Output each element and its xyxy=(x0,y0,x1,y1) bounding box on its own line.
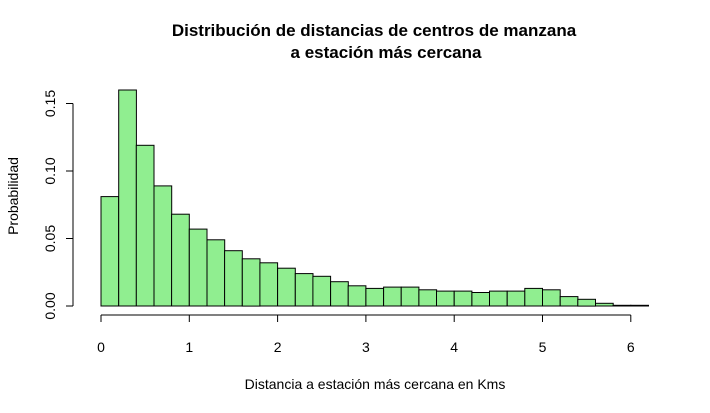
x-axis: 0 1 2 3 4 5 6 xyxy=(97,314,635,355)
y-tick-label: 0.15 xyxy=(42,90,58,117)
x-tick-label: 5 xyxy=(539,339,547,355)
histogram-bar xyxy=(206,239,226,307)
histogram-bar xyxy=(542,289,561,307)
histogram-bar xyxy=(559,296,579,307)
histogram-bar xyxy=(365,287,385,307)
histogram-bar xyxy=(294,273,314,307)
x-tick-label: 3 xyxy=(362,339,370,355)
y-tick-label: 0.00 xyxy=(42,292,58,319)
histogram-bar xyxy=(612,304,632,307)
histogram-bar xyxy=(524,287,543,307)
histogram-bar xyxy=(577,298,596,307)
histogram-bar xyxy=(330,281,349,307)
histogram-bar xyxy=(383,286,402,307)
histogram-bar xyxy=(171,213,190,307)
histogram-bar xyxy=(118,89,137,307)
histogram-bar xyxy=(471,292,491,307)
x-tick-label: 0 xyxy=(97,339,105,355)
y-tick-label: 0.10 xyxy=(42,157,58,184)
x-axis-label: Distancia a estación más cercana en Kms xyxy=(245,376,506,392)
histogram-bar xyxy=(100,196,120,307)
histogram-bar xyxy=(506,290,526,307)
y-tick-label: 0.05 xyxy=(42,225,58,252)
x-tick-label: 2 xyxy=(274,339,282,355)
histogram-bar xyxy=(347,285,367,307)
y-axis-label: Probabilidad xyxy=(5,157,21,235)
histogram-bar xyxy=(312,275,332,307)
histogram-bar xyxy=(489,290,508,307)
histogram-bar xyxy=(188,228,208,307)
histogram-bar xyxy=(135,144,155,307)
histogram-bar xyxy=(400,286,420,307)
histogram-bar xyxy=(224,250,243,307)
histogram-bar xyxy=(241,258,261,307)
histogram-bar xyxy=(259,262,279,307)
bars-group xyxy=(100,89,649,307)
x-tick-label: 1 xyxy=(185,339,193,355)
y-axis: 0.00 0.05 0.10 0.15 xyxy=(42,90,74,320)
histogram-bar xyxy=(153,185,173,307)
histogram-bar xyxy=(418,289,438,307)
x-tick-label: 6 xyxy=(627,339,635,355)
histogram-bar xyxy=(630,304,649,307)
histogram-bar xyxy=(277,267,296,307)
histogram-bar xyxy=(453,290,473,307)
chart-title-line-1: Distribución de distancias de centros de… xyxy=(172,21,577,40)
chart-title-line-2: a estación más cercana xyxy=(291,43,482,62)
histogram-bar xyxy=(436,290,455,307)
histogram-bar xyxy=(595,302,614,307)
x-tick-label: 4 xyxy=(450,339,458,355)
